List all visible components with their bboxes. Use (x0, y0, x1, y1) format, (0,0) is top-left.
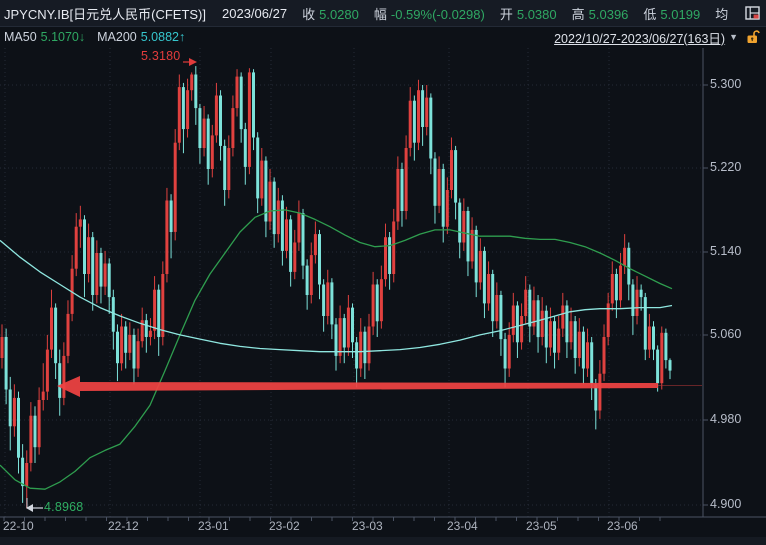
layout-panes-icon[interactable] (745, 6, 760, 20)
unlock-icon[interactable] (746, 30, 760, 44)
chevron-down-icon[interactable]: ▼ (729, 32, 738, 42)
x-axis-label: 23-02 (269, 519, 300, 533)
x-axis-label: 22-12 (108, 519, 139, 533)
field-low: 低 5.0199 (643, 6, 701, 22)
x-axis-label: 23-01 (198, 519, 229, 533)
high-price-annotation: 5.3180 (141, 49, 181, 63)
instrument-title: JPYCNY.IB[日元兑人民币(CFETS)] (4, 6, 207, 22)
y-axis-label: 5.220 (710, 160, 742, 174)
up-arrow-icon: ↑ (178, 30, 186, 44)
indicator-bar: MA50 5.1070↓ MA200 5.0882↑ 2022/10/27-20… (0, 28, 766, 46)
x-axis-label: 23-04 (447, 519, 478, 533)
x-axis-label: 23-03 (352, 519, 383, 533)
date-range-link[interactable]: 2022/10/27-2023/06/27(163日) (554, 31, 726, 46)
ma50-label: MA50 (4, 30, 37, 44)
range-selector: 2022/10/27-2023/06/27(163日) ▼ (554, 28, 760, 47)
x-axis-label: 23-06 (607, 519, 638, 533)
field-high: 高 5.0396 (571, 6, 629, 22)
field-change: 幅 -0.59%(-0.0298) (373, 6, 485, 22)
ma200-value: 5.0882↑ (140, 30, 186, 44)
field-avg: 均 (715, 6, 729, 22)
x-axis-label: 23-05 (526, 519, 557, 533)
x-axis-label: 22-10 (3, 519, 34, 533)
ma200-label: MA200 (97, 30, 137, 44)
y-axis-label: 5.060 (710, 327, 742, 341)
y-axis-label: 5.140 (710, 244, 742, 258)
y-axis-label: 4.980 (710, 412, 742, 426)
low-price-annotation: 4.8968 (44, 500, 84, 514)
header-bar: JPYCNY.IB[日元兑人民币(CFETS)] 2023/06/27 收 5.0… (0, 0, 766, 27)
field-close: 收 5.0280 (302, 6, 359, 22)
down-arrow-icon: ↓ (78, 30, 86, 44)
y-axis-label: 4.900 (710, 497, 742, 511)
y-axis-label: 5.300 (710, 77, 742, 91)
bottom-edge (0, 537, 766, 545)
quote-date: 2023/06/27 (222, 5, 288, 21)
ma50-value: 5.1070↓ (40, 30, 86, 44)
field-open: 开 5.0380 (499, 6, 557, 22)
